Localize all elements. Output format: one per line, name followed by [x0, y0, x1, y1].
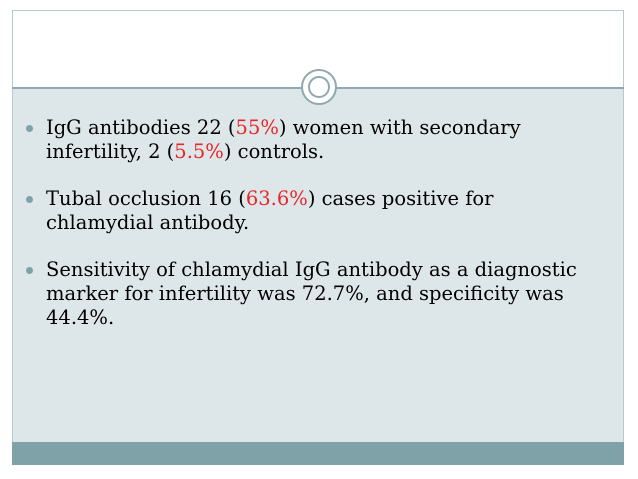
bullet-dot-icon — [26, 267, 33, 274]
bullet-text-part: ) controls. — [223, 140, 325, 163]
bullet-text-part: ) women with secondary infertility, 2 ( — [46, 116, 521, 163]
bullet-text-part: Tubal occlusion 16 ( — [46, 187, 246, 210]
slide-body-panel — [12, 88, 624, 442]
bullet-text-part: IgG antibodies 22 ( — [46, 116, 236, 139]
bullet-dot-icon — [26, 196, 33, 203]
bullet-item: Sensitivity of chlamydial IgG antibody a… — [26, 258, 586, 330]
bullet-dot-icon — [26, 125, 33, 132]
circle-ornament-icon — [301, 69, 337, 105]
bullet-item: Tubal occlusion 16 (63.6%) cases positiv… — [26, 187, 586, 235]
bullet-highlight: 55% — [235, 116, 279, 139]
bullet-highlight: 63.6% — [245, 187, 308, 210]
bullet-list: IgG antibodies 22 (55%) women with secon… — [26, 116, 586, 353]
bullet-highlight: 5.5% — [174, 140, 224, 163]
bullet-item: IgG antibodies 22 (55%) women with secon… — [26, 116, 586, 164]
circle-ornament-inner — [308, 76, 330, 98]
bullet-text-part: ) cases positive for chlamydial antibody… — [46, 187, 494, 234]
bullet-text-part: Sensitivity of chlamydial IgG antibody a… — [46, 258, 577, 329]
footer-bar — [12, 442, 624, 465]
